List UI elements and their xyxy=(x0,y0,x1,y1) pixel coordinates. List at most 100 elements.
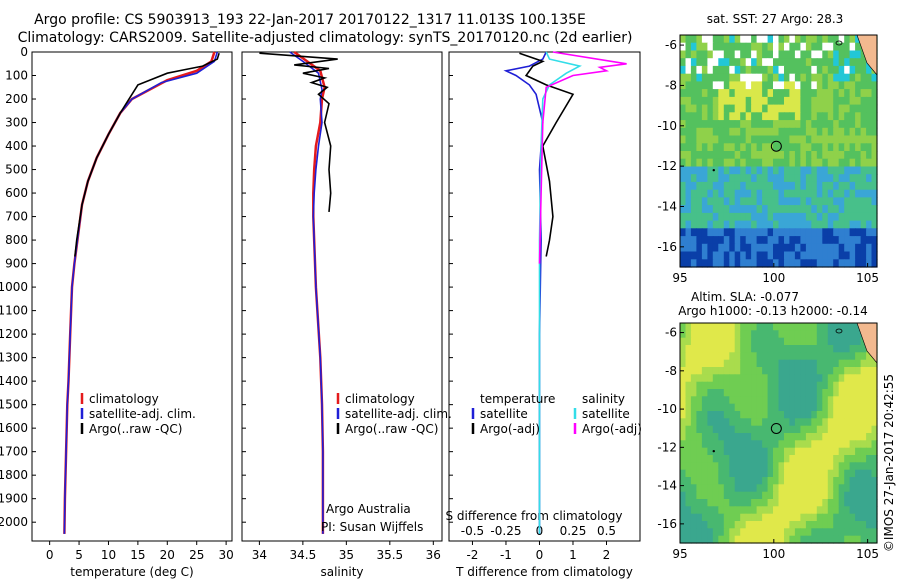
map-cell xyxy=(685,104,692,113)
map-cell xyxy=(690,73,697,82)
map-cell xyxy=(784,89,791,98)
map-cell xyxy=(811,220,818,229)
map-cell xyxy=(773,112,780,121)
map-cell xyxy=(860,189,867,198)
map-cell xyxy=(833,251,840,260)
map-cell xyxy=(718,418,725,427)
map-cell xyxy=(718,259,725,268)
map-cell xyxy=(816,259,823,268)
map-cell xyxy=(805,396,812,405)
y-tick-label: 1500 xyxy=(0,398,28,412)
map-cell xyxy=(833,513,840,522)
map-cell xyxy=(789,58,796,67)
map-cell xyxy=(729,425,736,434)
map-cell xyxy=(855,535,862,544)
map-cell xyxy=(827,220,834,229)
map-cell xyxy=(729,35,736,44)
map-cell xyxy=(712,440,719,449)
map-cell xyxy=(756,174,763,183)
map-cell xyxy=(789,521,796,529)
map-cell xyxy=(811,440,818,449)
map-cell xyxy=(822,337,829,346)
map-cell xyxy=(734,58,741,67)
map-cell xyxy=(718,120,725,129)
map-cell xyxy=(718,513,725,522)
map-cell xyxy=(789,462,796,471)
map-cell xyxy=(696,389,703,397)
map-cell xyxy=(756,81,763,90)
map-cell xyxy=(745,50,752,59)
map-cell xyxy=(816,112,823,121)
map-cell xyxy=(690,425,697,434)
map-cell xyxy=(871,447,878,456)
map-cell xyxy=(811,58,818,67)
map-cell xyxy=(718,411,725,419)
map-cell xyxy=(680,89,687,98)
map-cell xyxy=(751,197,758,206)
map-cell xyxy=(849,89,856,98)
map-cell xyxy=(767,58,774,67)
map-cell xyxy=(751,403,758,412)
map-cell xyxy=(822,143,829,152)
map-cell xyxy=(844,81,851,90)
map-cell xyxy=(718,352,725,361)
map-cell xyxy=(849,433,856,441)
map-cell xyxy=(751,447,758,456)
map-cell xyxy=(866,447,873,456)
map-cell xyxy=(773,50,780,59)
map-cell xyxy=(762,181,769,191)
map-cell xyxy=(866,528,873,537)
map-cell xyxy=(762,120,769,129)
map-cell xyxy=(762,158,769,167)
map-cell xyxy=(685,143,692,152)
map-cell xyxy=(778,81,785,90)
map-cell xyxy=(740,477,747,485)
map-cell xyxy=(756,345,763,353)
map-cell xyxy=(718,359,725,368)
map-cell xyxy=(866,259,873,268)
map-cell xyxy=(696,337,703,346)
map-cell xyxy=(778,337,785,346)
map-cell xyxy=(767,220,774,229)
map-cell xyxy=(871,462,878,471)
map-cell xyxy=(707,259,714,268)
map-cell xyxy=(696,73,703,82)
map-cell xyxy=(844,528,851,537)
map-cell xyxy=(805,50,812,59)
map-cell xyxy=(767,455,774,463)
legend-label: Argo(-adj) xyxy=(582,422,642,436)
map-cell xyxy=(696,433,703,441)
map-cell xyxy=(855,127,862,137)
map-cell xyxy=(696,374,703,383)
map-cell xyxy=(822,220,829,229)
map-cell xyxy=(794,330,801,339)
map-cell xyxy=(860,220,867,229)
map-cell xyxy=(685,127,692,137)
map-cell xyxy=(794,352,801,361)
map-cell xyxy=(723,127,730,137)
map-cell xyxy=(838,158,845,167)
map-cell xyxy=(707,477,714,485)
map-cell xyxy=(773,158,780,167)
map-cell xyxy=(767,135,774,144)
map-title: sat. SST: 27 Argo: 28.3 xyxy=(707,12,844,26)
map-cell xyxy=(784,112,791,121)
map-cell xyxy=(833,243,840,253)
map-cell xyxy=(745,381,752,390)
map-cell xyxy=(849,35,856,44)
map-cell xyxy=(789,367,796,375)
map-cell xyxy=(712,455,719,463)
map-cell xyxy=(718,127,725,137)
map-cell xyxy=(860,259,867,268)
map-cell xyxy=(833,374,840,383)
map-cell xyxy=(816,236,823,245)
map-cell xyxy=(805,197,812,206)
map-cell xyxy=(855,189,862,198)
map-cell xyxy=(690,374,697,383)
map-cell xyxy=(729,521,736,529)
map-cell xyxy=(712,491,719,500)
map-cell xyxy=(729,104,736,113)
map-cell xyxy=(762,236,769,245)
map-cell xyxy=(718,58,725,67)
map-cell xyxy=(811,477,818,485)
